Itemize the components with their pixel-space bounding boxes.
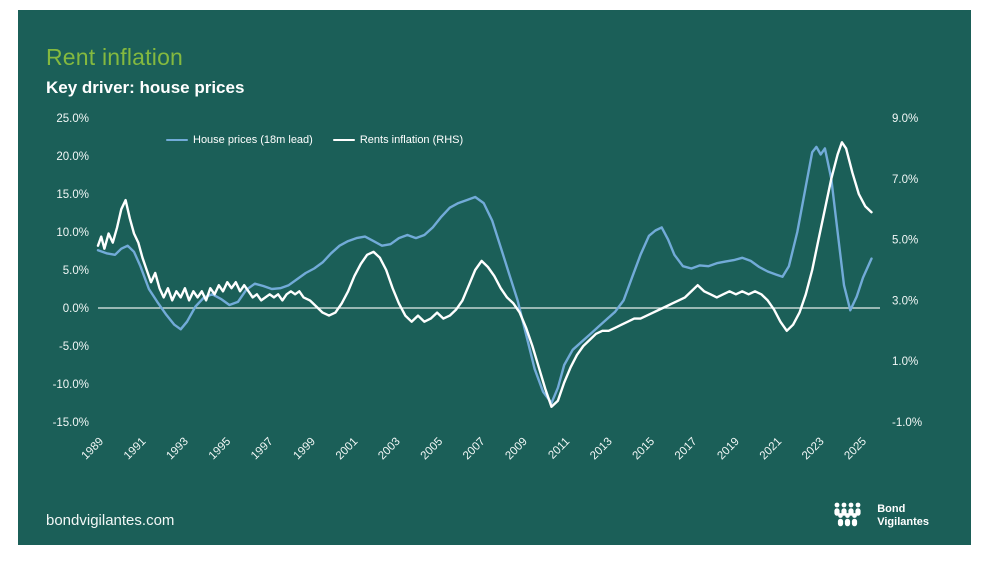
right-axis-tick-label: 7.0%: [892, 174, 918, 186]
x-axis-tick-label: 2005: [419, 436, 446, 463]
x-axis-tick-label: 2023: [800, 436, 827, 463]
legend-label-house-prices: House prices (18m lead): [193, 134, 313, 146]
left-axis-tick-label: 15.0%: [56, 189, 89, 201]
legend-label-rents: Rents inflation (RHS): [359, 134, 464, 146]
rents-line-swatch: [332, 138, 355, 142]
left-axis-tick-label: 10.0%: [56, 227, 89, 239]
x-axis-tick-label: 2001: [334, 436, 361, 463]
logo: Bond Vigilantes: [830, 501, 929, 531]
left-axis-tick-label: -10.0%: [53, 379, 89, 391]
left-axis-tick-label: 25.0%: [56, 113, 89, 125]
chart-card: Rent inflation Key driver: house prices …: [18, 10, 971, 545]
x-axis-tick-label: 2003: [376, 436, 403, 463]
house-prices-line: [96, 145, 873, 405]
page-subtitle: Key driver: house prices: [46, 78, 245, 97]
left-axis-tick-label: -15.0%: [53, 417, 89, 429]
right-axis-tick-label: 5.0%: [892, 235, 918, 247]
x-axis-tick-label: 1997: [249, 436, 276, 463]
x-axis-tick-label: 1989: [80, 436, 107, 463]
bond-vigilantes-people-icon: [834, 502, 861, 527]
house-prices-line-swatch: [166, 138, 188, 142]
x-axis-tick-label: 1995: [207, 436, 234, 463]
left-axis-tick-label: 5.0%: [63, 265, 89, 277]
x-axis-tick-label: 2007: [461, 436, 488, 463]
right-axis-tick-label: 3.0%: [892, 295, 918, 307]
page-title: Rent inflation: [46, 44, 184, 70]
x-axis-tick-label: 1999: [291, 436, 318, 463]
chart-svg: 25.0% 20.0% 15.0% 10.0% 5.0% 0.0% -5.0% -10.0% -…: [53, 113, 922, 463]
left-axis-tick-label: -5.0%: [59, 341, 89, 353]
x-axis-tick-label: 2019: [715, 436, 742, 463]
x-axis-tick-label: 1993: [164, 436, 191, 463]
footer-link[interactable]: bondvigilantes.com: [46, 512, 175, 529]
x-axis-tick-label: 2011: [546, 436, 572, 462]
legend-item-house-prices: House prices (18m lead): [166, 134, 313, 146]
legend: House prices (18m lead) Rents inflation …: [166, 134, 463, 146]
x-axis-tick-label: 2017: [673, 436, 700, 463]
right-axis-tick-label: -1.0%: [892, 417, 922, 429]
x-axis-tick-label: 2025: [842, 436, 869, 463]
left-axis-tick-label: 20.0%: [56, 151, 89, 163]
logo-text-line1: Bond: [877, 503, 906, 516]
left-axis-tick-label: 0.0%: [63, 303, 89, 315]
right-axis-tick-label: 1.0%: [892, 356, 918, 368]
x-axis-tick-label: 2009: [503, 436, 530, 463]
x-axis-tick-label: 1991: [122, 436, 149, 463]
x-axis-tick-label: 2013: [588, 436, 615, 463]
x-axis-tick-label: 2021: [758, 436, 785, 463]
logo-text-line2: Vigilantes: [877, 516, 929, 528]
right-axis-tick-label: 9.0%: [892, 113, 918, 125]
legend-item-rents: Rents inflation (RHS): [332, 134, 464, 146]
rents-line: [96, 141, 873, 408]
x-axis-tick-label: 2015: [631, 436, 658, 463]
